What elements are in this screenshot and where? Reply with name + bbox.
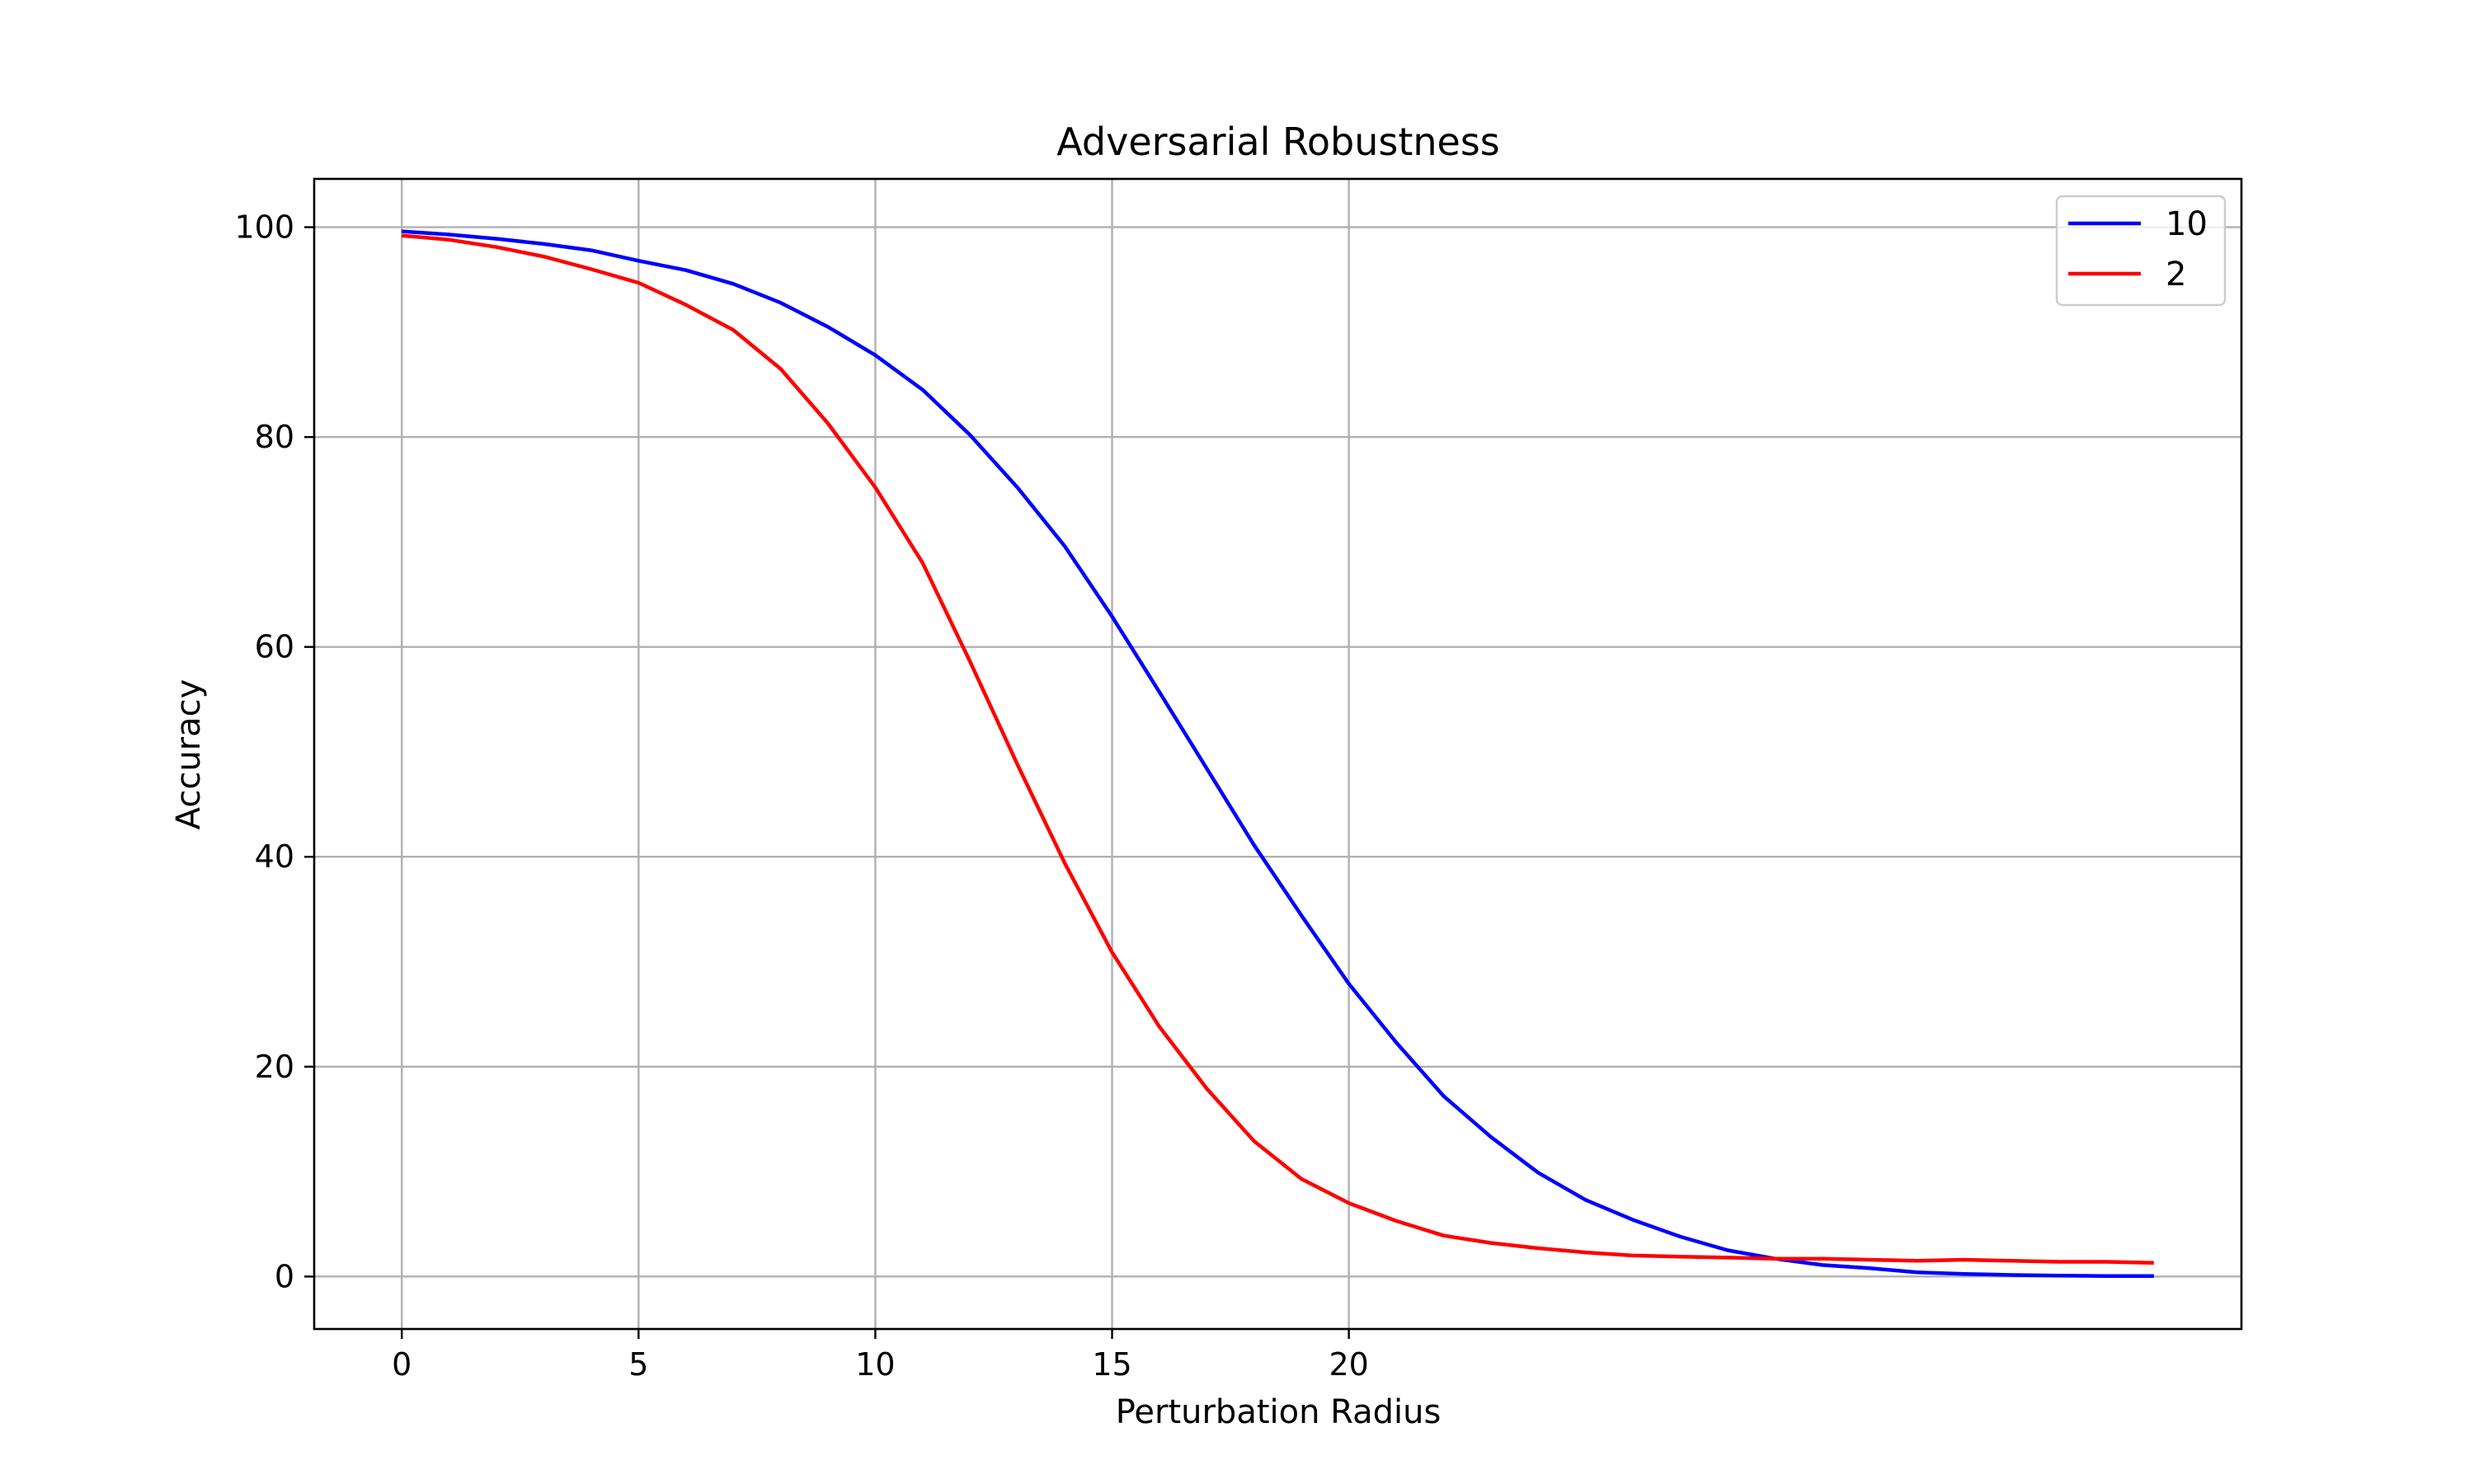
y-tick-label: 80 xyxy=(255,419,294,455)
y-tick-label: 0 xyxy=(275,1258,294,1294)
y-tick-label: 60 xyxy=(255,629,294,665)
y-tick-label: 100 xyxy=(234,209,294,246)
x-tick-label: 5 xyxy=(628,1346,648,1383)
x-tick-label: 10 xyxy=(855,1346,895,1383)
x-tick-label: 15 xyxy=(1092,1346,1131,1383)
x-tick-label: 20 xyxy=(1329,1346,1368,1383)
plot-frame xyxy=(313,177,2243,1331)
series-line-10 xyxy=(402,229,2154,1278)
series-lines xyxy=(402,229,2154,1278)
x-axis-label: Perturbation Radius xyxy=(1116,1393,1442,1431)
chart-title: Adversarial Robustness xyxy=(1056,120,1500,164)
y-axis-label: Accuracy xyxy=(170,679,208,830)
legend-label-10: 10 xyxy=(2166,205,2208,243)
legend: 102 xyxy=(2055,195,2227,307)
grid xyxy=(314,179,2241,1329)
series-line-2 xyxy=(402,233,2154,1266)
y-tick-label: 40 xyxy=(255,838,294,875)
x-axis-ticks: 0 5 10 15 20 xyxy=(392,1329,1369,1383)
legend-label-2: 2 xyxy=(2166,256,2186,294)
y-tick-label: 20 xyxy=(255,1049,294,1085)
y-axis-ticks: 0 20 40 60 80 100 xyxy=(234,209,314,1294)
x-tick-label: 0 xyxy=(392,1346,412,1383)
